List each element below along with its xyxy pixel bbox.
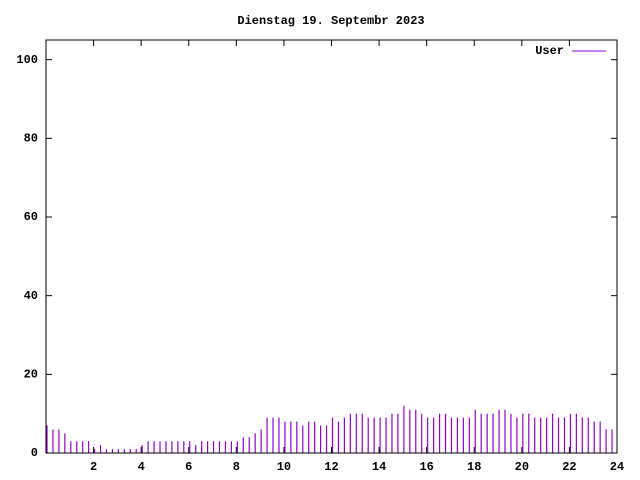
x-tick-label: 22 (562, 460, 576, 474)
chart-title: Dienstag 19. Septembr 2023 (237, 14, 424, 28)
x-tick-label: 6 (185, 460, 192, 474)
x-tick-label: 14 (372, 460, 386, 474)
y-tick-label: 40 (24, 289, 38, 303)
y-tick-label: 80 (24, 132, 38, 146)
x-tick-label: 20 (515, 460, 529, 474)
plot-border (45, 39, 618, 454)
y-tick-label: 0 (31, 446, 38, 460)
x-tick-label: 12 (324, 460, 338, 474)
legend-label: User (535, 44, 564, 58)
x-tick-label: 24 (610, 460, 624, 474)
x-tick-label: 16 (419, 460, 433, 474)
x-tick-label: 10 (277, 460, 291, 474)
x-tick-label: 8 (233, 460, 240, 474)
x-tick-label: 4 (138, 460, 145, 474)
x-tick-label: 18 (467, 460, 481, 474)
y-tick-label: 60 (24, 210, 38, 224)
x-tick-label: 2 (90, 460, 97, 474)
y-tick-label: 100 (16, 53, 38, 67)
y-tick-label: 20 (24, 368, 38, 382)
